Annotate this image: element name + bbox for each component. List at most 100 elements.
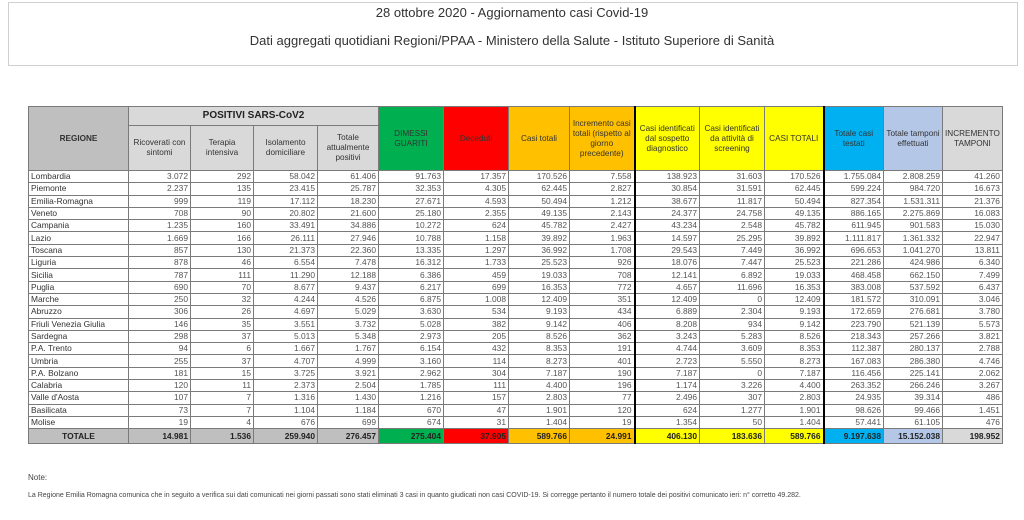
data-cell: 5.029 [317, 305, 379, 319]
data-cell: 13.335 [378, 243, 444, 258]
region-name: P.A. Bolzano [28, 366, 129, 381]
data-cell: 221.286 [822, 256, 884, 270]
data-cell: 4.707 [253, 354, 318, 368]
data-cell: 47 [443, 403, 509, 417]
col-header-sospetto-diagnostico: Casi identificati dal sospetto diagnosti… [633, 106, 700, 171]
data-cell: 276.681 [883, 305, 943, 319]
table-row: Puglia 690 70 8.677 9.437 6.217 699 16.353 772 4.… [28, 280, 1003, 294]
data-cell: 1.277 [699, 403, 765, 417]
data-cell: 130 [190, 243, 254, 258]
data-cell: 4 [190, 415, 254, 430]
region-name: Toscana [28, 243, 129, 258]
data-cell: 49.135 [764, 206, 824, 221]
data-cell: 120 [569, 403, 635, 417]
data-cell: 476 [942, 415, 1003, 430]
data-cell: 1.316 [253, 391, 318, 405]
region-name: Molise [28, 415, 129, 430]
data-cell: 934 [699, 317, 765, 331]
data-cell: 9.193 [508, 305, 570, 319]
data-cell: 31.603 [699, 169, 765, 184]
data-cell: 57.441 [822, 415, 884, 430]
data-cell: 1.216 [378, 391, 444, 405]
data-cell: 34.886 [317, 219, 379, 233]
data-cell: 7.558 [569, 169, 635, 184]
region-header: REGIONE [28, 106, 129, 171]
table-row: Lazio 1.669 166 26.111 27.946 10.788 1.158 39.8… [28, 231, 1003, 245]
data-cell: 351 [569, 292, 635, 307]
data-cell: 521.139 [883, 317, 943, 331]
data-cell: 4.400 [764, 379, 824, 393]
col-header-terapia-intensiva: Terapia intensiva [190, 125, 254, 171]
region-name: Veneto [28, 206, 129, 221]
region-name: Liguria [28, 256, 129, 270]
data-cell: 708 [569, 268, 635, 282]
data-cell: 5.028 [378, 317, 444, 331]
col-header-screening: Casi identificati da attività di screeni… [699, 106, 765, 171]
data-cell: 7.478 [317, 256, 379, 270]
data-cell: 662.150 [883, 268, 943, 282]
data-cell: 7 [190, 403, 254, 417]
data-cell: 5.013 [253, 329, 318, 344]
data-cell: 21.600 [317, 206, 379, 221]
data-cell: 30.854 [633, 182, 700, 196]
data-cell: 39.892 [764, 231, 824, 245]
data-cell: 2.962 [378, 366, 444, 381]
data-cell: 3.243 [633, 329, 700, 344]
data-cell: 1.235 [128, 219, 191, 233]
data-cell: 17.357 [443, 169, 509, 184]
data-cell: 50.494 [508, 194, 570, 208]
data-cell: 4.593 [443, 194, 509, 208]
data-cell: 4.657 [633, 280, 700, 294]
data-cell: 91.763 [378, 169, 444, 184]
data-cell: 70 [190, 280, 254, 294]
region-name: Piemonte [28, 182, 129, 196]
data-cell: 12.409 [633, 292, 700, 307]
region-name: Lazio [28, 231, 129, 245]
data-cell: 7.449 [699, 243, 765, 258]
data-cell: 6.875 [378, 292, 444, 307]
region-name: P.A. Trento [28, 342, 129, 356]
data-cell: 999 [128, 194, 191, 208]
data-cell: 9.142 [764, 317, 824, 331]
data-cell: 58.042 [253, 169, 318, 184]
data-cell: 534 [443, 305, 509, 319]
data-cell: 160 [190, 219, 254, 233]
positivi-group-header: POSITIVI SARS-CoV2 [128, 106, 379, 126]
data-cell: 878 [128, 256, 191, 270]
data-cell: 6.889 [633, 305, 700, 319]
data-cell: 6.340 [942, 256, 1003, 270]
data-cell: 1.708 [569, 243, 635, 258]
data-cell: 886.165 [822, 206, 884, 221]
data-cell: 307 [699, 391, 765, 405]
data-cell: 599.224 [822, 182, 884, 196]
data-cell: 7.187 [633, 366, 700, 381]
col-header-ricoverati: Ricoverati con sintomi [128, 125, 191, 171]
data-cell: 676 [253, 415, 318, 430]
data-cell: 468.458 [822, 268, 884, 282]
data-cell: 32.353 [378, 182, 444, 196]
data-cell: 1.901 [764, 403, 824, 417]
data-cell: 4.744 [633, 342, 700, 356]
data-cell: 9.437 [317, 280, 379, 294]
data-cell: 276.457 [317, 428, 379, 445]
data-cell: 225.141 [883, 366, 943, 381]
data-cell: 31.591 [699, 182, 765, 196]
data-cell: 257.266 [883, 329, 943, 344]
data-cell: 1.531.311 [883, 194, 943, 208]
data-cell: 1.158 [443, 231, 509, 245]
data-cell: 35 [190, 317, 254, 331]
notes-label: Note: [28, 473, 48, 482]
data-cell: 116.456 [822, 366, 884, 381]
data-cell: 37 [190, 329, 254, 344]
data-cell: 19.033 [508, 268, 570, 282]
data-cell: 2.808.259 [883, 169, 943, 184]
covid-data-table: REGIONE POSITIVI SARS-CoV2 DIMESSI GUARI… [28, 106, 1003, 445]
data-cell: 1.104 [253, 403, 318, 417]
data-cell: 8.353 [508, 342, 570, 356]
data-cell: 0 [699, 292, 765, 307]
data-cell: 3.267 [942, 379, 1003, 393]
data-cell: 19 [128, 415, 191, 430]
data-cell: 183.636 [699, 428, 765, 445]
data-cell: 787 [128, 268, 191, 282]
data-cell: 286.380 [883, 354, 943, 368]
